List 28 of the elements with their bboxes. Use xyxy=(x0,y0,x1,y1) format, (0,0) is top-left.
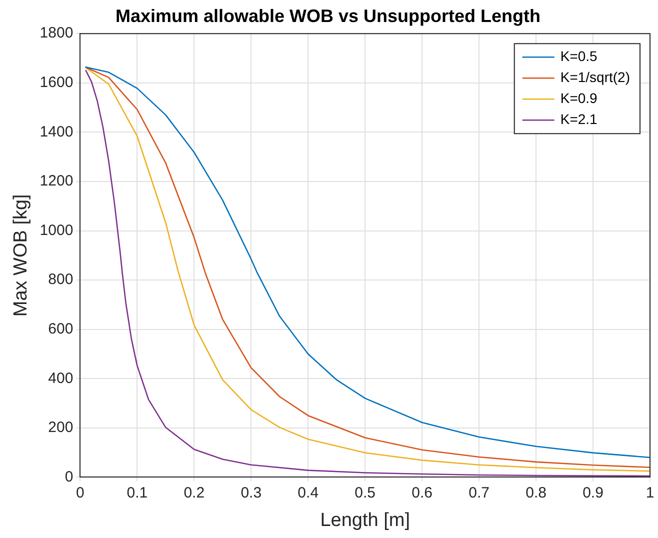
x-tick-label: 0.1 xyxy=(126,484,148,502)
y-tick-label: 1200 xyxy=(40,172,74,190)
x-tick-label: 1 xyxy=(646,484,654,502)
chart-title: Maximum allowable WOB vs Unsupported Length xyxy=(115,6,541,26)
x-tick-label: 0.2 xyxy=(184,484,205,502)
x-axis-title: Length [m] xyxy=(320,510,410,531)
y-tick-label: 800 xyxy=(48,271,74,288)
x-tick-label: 0.7 xyxy=(468,484,490,502)
y-tick-label: 400 xyxy=(48,370,74,387)
x-tick-label: 0 xyxy=(76,484,84,502)
y-tick-label: 1800 xyxy=(40,24,74,42)
x-tick-label: 0.6 xyxy=(412,484,432,502)
y-tick-label: 1400 xyxy=(40,123,74,140)
y-tick-label: 200 xyxy=(48,419,74,436)
legend-label: K=0.5 xyxy=(560,48,598,64)
y-tick-label: 0 xyxy=(64,468,74,486)
y-tick-label: 600 xyxy=(48,320,74,338)
y-axis-title: Max WOB [kg] xyxy=(10,194,32,317)
y-tick-label: 1000 xyxy=(40,222,74,239)
x-tick-label: 0.9 xyxy=(582,484,604,502)
y-tick-label: 1600 xyxy=(40,74,74,92)
legend-label: K=0.9 xyxy=(560,90,598,106)
x-tick-label: 0.4 xyxy=(298,484,319,502)
x-tick-label: 0.3 xyxy=(240,484,262,502)
x-tick-label: 0.5 xyxy=(354,484,376,502)
x-tick-label: 0.8 xyxy=(526,484,546,502)
legend-label: K=2.1 xyxy=(560,110,598,127)
legend-label: K=1/sqrt(2) xyxy=(560,68,630,85)
